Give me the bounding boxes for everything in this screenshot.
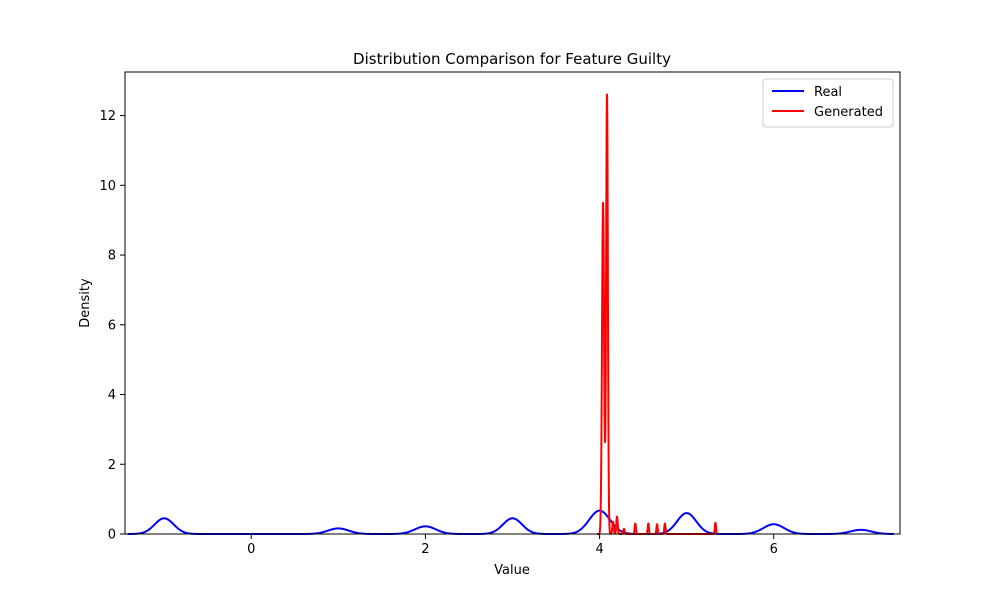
x-tick-label: 4 (595, 542, 603, 557)
x-tick-label: 2 (421, 542, 429, 557)
y-tick-label: 10 (99, 179, 116, 194)
legend: Real Generated (762, 78, 894, 128)
x-axis-label: Value (494, 563, 530, 578)
y-tick-label: 4 (108, 388, 116, 403)
x-axis-ticks: 0 2 4 6 (247, 534, 778, 557)
y-axis-label: Density (78, 278, 93, 328)
chart-title: Distribution Comparison for Feature Guil… (353, 50, 671, 68)
y-axis-ticks: 0 2 4 6 8 10 12 (99, 109, 125, 543)
series-line-real (126, 509, 895, 535)
y-tick-label: 2 (108, 458, 116, 473)
x-tick-label: 0 (247, 542, 255, 557)
x-tick-label: 6 (770, 542, 778, 557)
legend-label-real: Real (814, 85, 842, 100)
curves (126, 93, 895, 535)
y-tick-label: 0 (108, 528, 116, 543)
series-line-generated (596, 93, 719, 535)
y-tick-label: 6 (108, 318, 116, 333)
y-tick-label: 12 (99, 109, 116, 124)
legend-label-generated: Generated (814, 105, 883, 120)
axes-frame (124, 71, 901, 535)
y-tick-label: 8 (108, 249, 116, 264)
